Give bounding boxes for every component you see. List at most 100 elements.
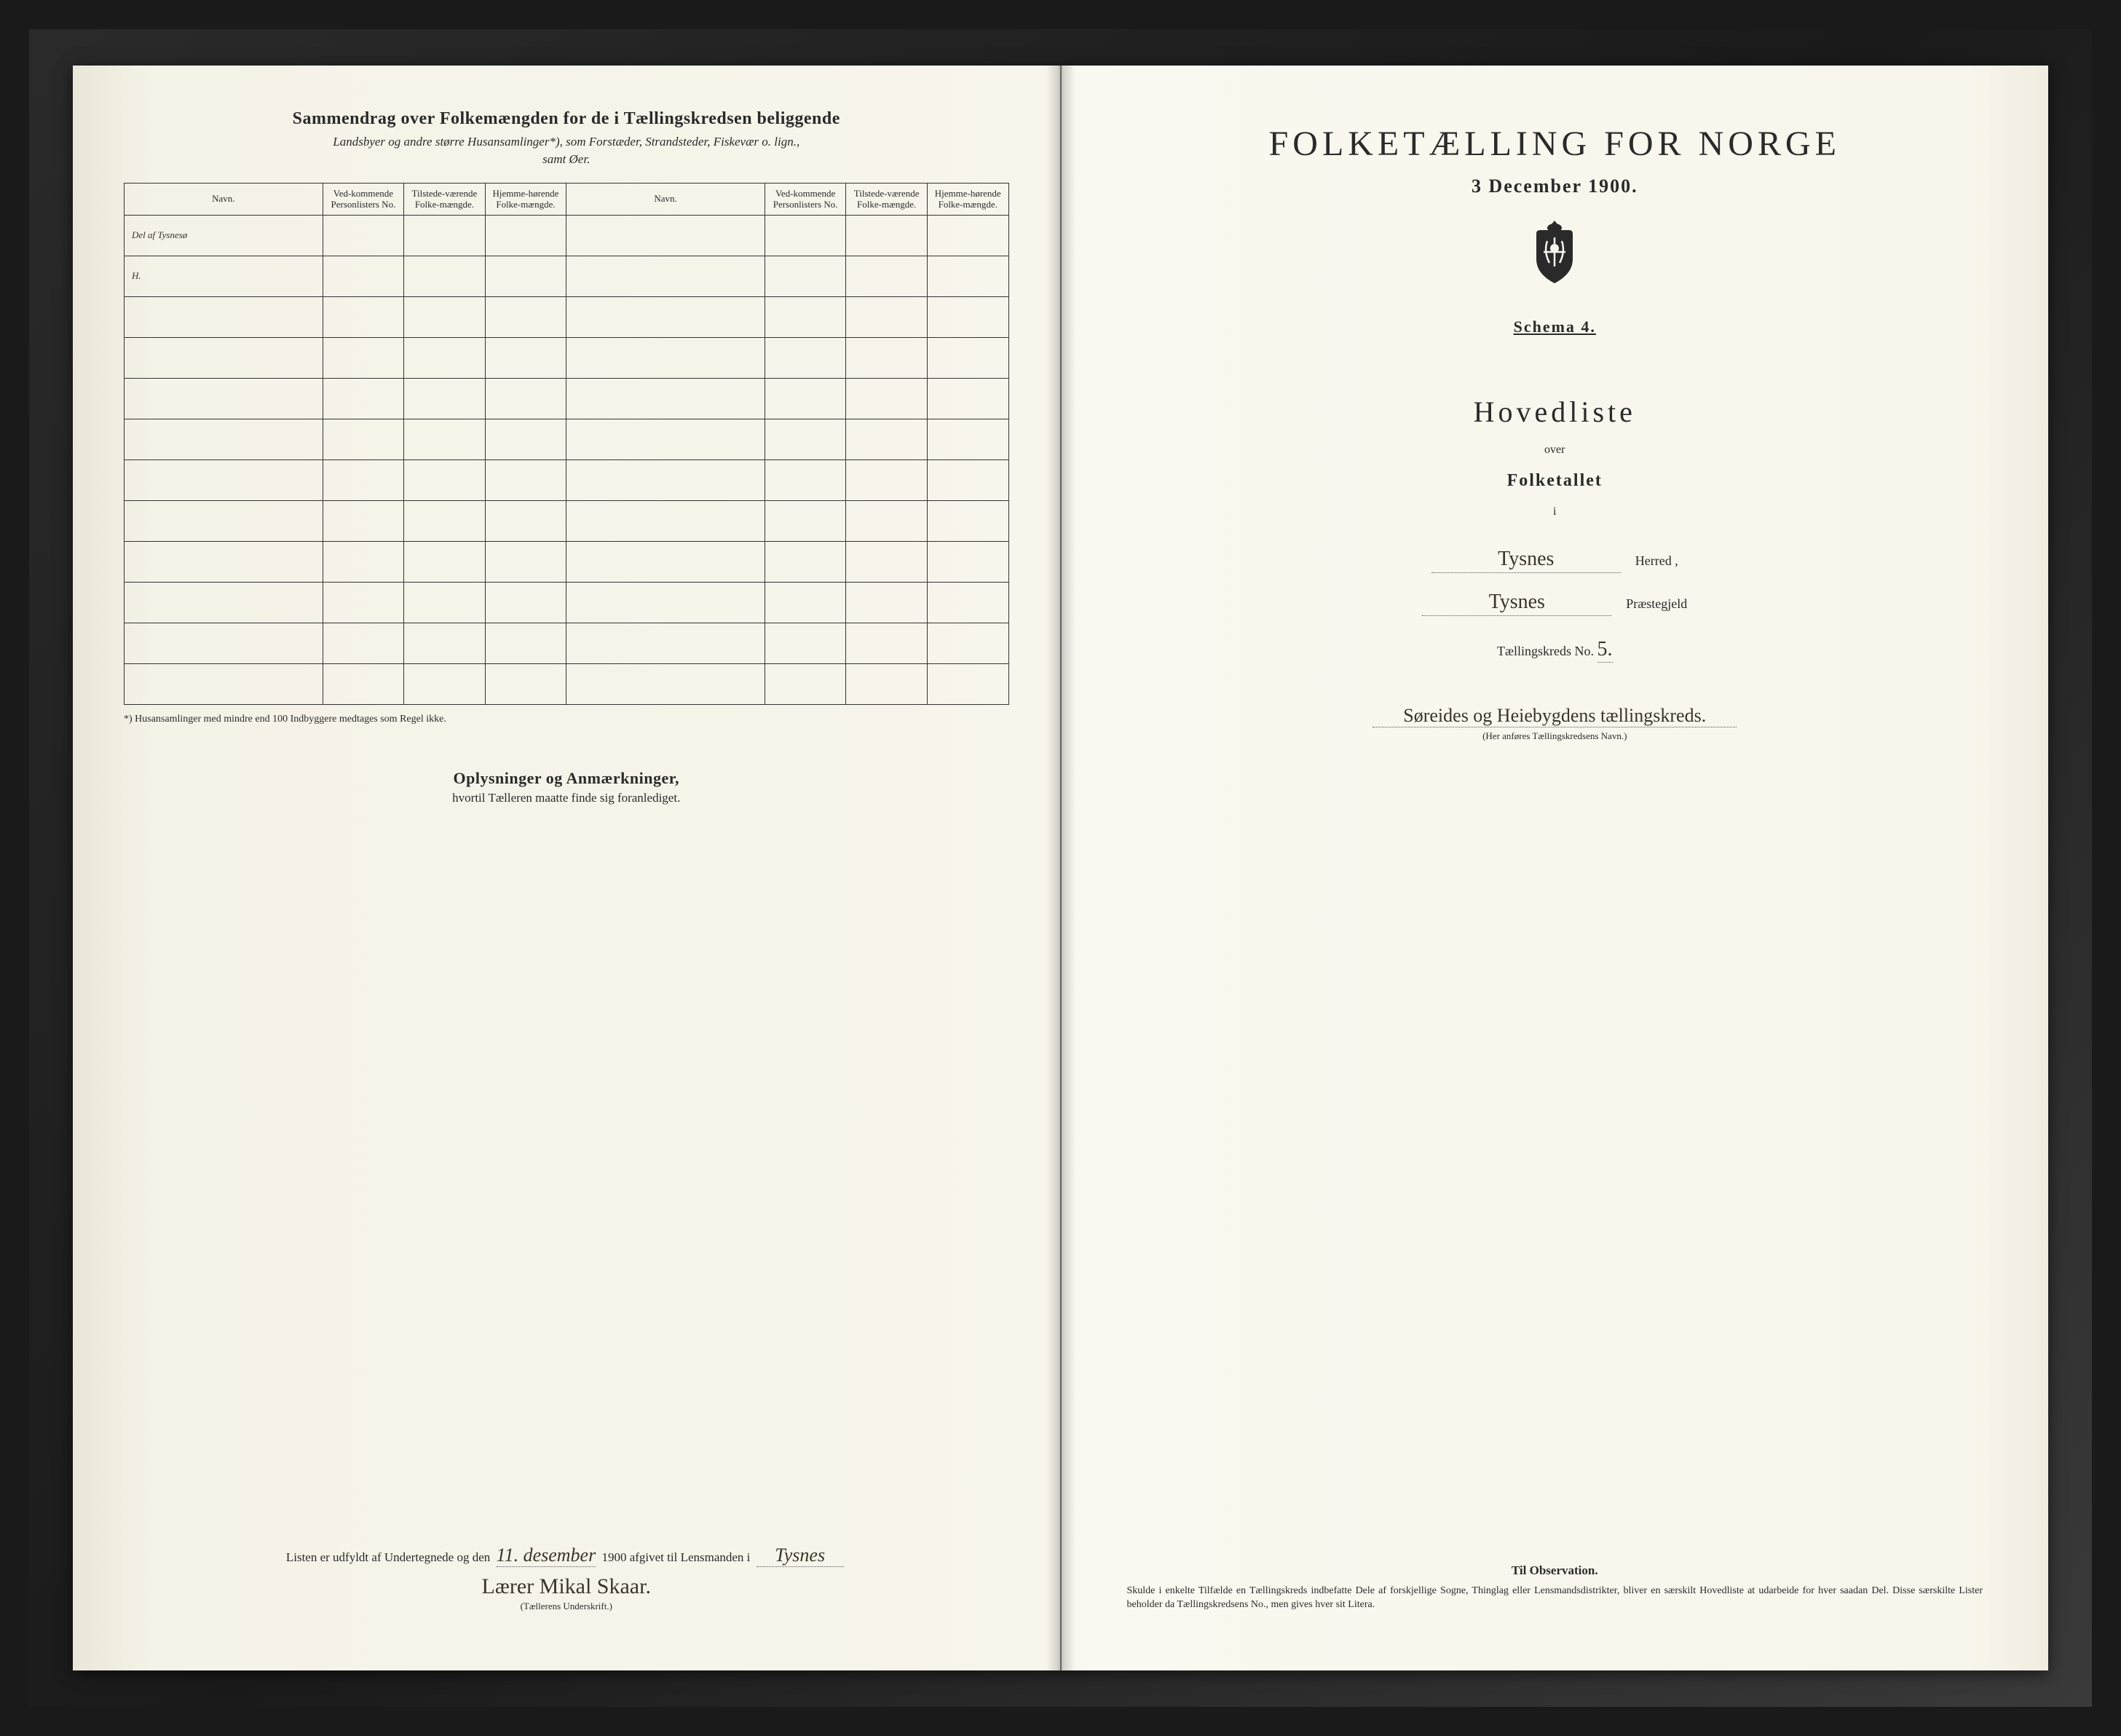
kreds-no-row: Tællingskreds No. 5. bbox=[1113, 638, 1998, 661]
table-cell bbox=[765, 663, 846, 704]
table-cell bbox=[485, 337, 566, 378]
footnote: *) Husansamlinger med mindre end 100 Ind… bbox=[124, 714, 1009, 725]
table-cell bbox=[125, 663, 323, 704]
table-cell bbox=[485, 541, 566, 582]
table-cell bbox=[566, 459, 765, 500]
summary-sub1: Landsbyer og andre større Husansamlinger… bbox=[124, 133, 1009, 151]
table-cell bbox=[765, 623, 846, 663]
book-spread: Sammendrag over Folkemængden for de i Tæ… bbox=[73, 66, 2048, 1670]
table-cell bbox=[485, 459, 566, 500]
table-cell bbox=[125, 459, 323, 500]
table-row bbox=[125, 623, 1009, 663]
summary-title: Sammendrag over Folkemængden for de i Tæ… bbox=[124, 109, 1009, 129]
table-cell bbox=[765, 215, 846, 256]
table-cell bbox=[846, 256, 928, 296]
table-row bbox=[125, 337, 1009, 378]
kreds-label: Tællingskreds No. bbox=[1497, 644, 1594, 658]
table-cell bbox=[125, 378, 323, 419]
table-cell bbox=[927, 663, 1008, 704]
table-cell bbox=[846, 215, 928, 256]
census-date: 3 December 1900. bbox=[1113, 175, 1998, 197]
table-cell bbox=[846, 419, 928, 459]
table-cell bbox=[485, 378, 566, 419]
col-navn-1: Navn. bbox=[125, 183, 323, 215]
scan-frame: Sammendrag over Folkemængden for de i Tæ… bbox=[29, 29, 2092, 1707]
table-cell bbox=[927, 256, 1008, 296]
table-row bbox=[125, 378, 1009, 419]
kreds-name-value: Søreides og Heiebygdens tællingskreds. bbox=[1372, 705, 1737, 727]
table-cell bbox=[566, 215, 765, 256]
table-body: Del af TysnesøH. bbox=[125, 215, 1009, 704]
table-cell: H. bbox=[125, 256, 323, 296]
table-cell bbox=[566, 582, 765, 623]
table-cell bbox=[927, 337, 1008, 378]
table-cell bbox=[566, 500, 765, 541]
observation-block: Til Observation. Skulde i enkelte Tilfæl… bbox=[1127, 1563, 1983, 1612]
table-cell bbox=[485, 623, 566, 663]
remarks-sub: hvortil Tælleren maatte finde sig foranl… bbox=[124, 791, 1009, 805]
sig-name: Lærer Mikal Skaar. bbox=[124, 1574, 1009, 1599]
title-page-content: FOLKETÆLLING FOR NORGE 3 December 1900. … bbox=[1113, 109, 1998, 742]
table-cell bbox=[765, 256, 846, 296]
schema-label: Schema 4. bbox=[1113, 317, 1998, 336]
table-cell bbox=[404, 256, 486, 296]
col-navn-2: Navn. bbox=[566, 183, 765, 215]
table-cell bbox=[323, 296, 404, 337]
table-cell bbox=[765, 296, 846, 337]
sig-place: Tysnes bbox=[757, 1544, 844, 1567]
table-cell bbox=[404, 582, 486, 623]
table-cell bbox=[404, 500, 486, 541]
i-label: i bbox=[1113, 505, 1998, 518]
kreds-no-value: 5. bbox=[1597, 638, 1613, 663]
table-row bbox=[125, 541, 1009, 582]
table-cell bbox=[323, 459, 404, 500]
table-cell bbox=[846, 378, 928, 419]
col-hjem-2: Hjemme-hørende Folke-mængde. bbox=[927, 183, 1008, 215]
table-cell bbox=[846, 663, 928, 704]
table-cell bbox=[125, 500, 323, 541]
table-cell bbox=[765, 419, 846, 459]
table-cell bbox=[846, 459, 928, 500]
hovedliste-heading: Hovedliste bbox=[1113, 395, 1998, 429]
herred-value: Tysnes bbox=[1431, 548, 1621, 573]
table-cell bbox=[765, 541, 846, 582]
table-cell bbox=[566, 419, 765, 459]
prgjeld-label: Præstegjeld bbox=[1626, 596, 1687, 612]
table-cell bbox=[927, 541, 1008, 582]
table-cell bbox=[323, 663, 404, 704]
table-cell bbox=[485, 663, 566, 704]
table-row bbox=[125, 500, 1009, 541]
table-cell bbox=[765, 500, 846, 541]
sig-mid: afgivet til Lensmanden i bbox=[630, 1550, 751, 1564]
table-cell bbox=[846, 623, 928, 663]
table-cell bbox=[566, 541, 765, 582]
table-cell bbox=[927, 296, 1008, 337]
over-label: over bbox=[1113, 443, 1998, 457]
table-cell bbox=[404, 215, 486, 256]
table-cell bbox=[485, 582, 566, 623]
summary-sub1-text: Landsbyer og andre større Husansamlinger… bbox=[333, 135, 799, 149]
table-cell bbox=[566, 378, 765, 419]
table-cell bbox=[927, 623, 1008, 663]
table-cell bbox=[404, 378, 486, 419]
summary-table: Navn. Ved-kommende Personlisters No. Til… bbox=[124, 183, 1009, 705]
table-cell bbox=[125, 296, 323, 337]
table-cell bbox=[404, 419, 486, 459]
table-row bbox=[125, 419, 1009, 459]
table-cell bbox=[485, 419, 566, 459]
table-cell bbox=[323, 378, 404, 419]
prgjeld-row: Tysnes Præstegjeld bbox=[1113, 591, 1998, 616]
table-cell bbox=[846, 582, 928, 623]
table-cell bbox=[404, 663, 486, 704]
table-row bbox=[125, 582, 1009, 623]
table-cell bbox=[404, 459, 486, 500]
sig-date: 11. desember bbox=[497, 1544, 596, 1567]
table-cell bbox=[323, 541, 404, 582]
sig-year: 1900 bbox=[601, 1550, 626, 1564]
coat-of-arms-icon bbox=[1529, 219, 1580, 285]
col-pers-2: Ved-kommende Personlisters No. bbox=[765, 183, 846, 215]
table-cell bbox=[846, 541, 928, 582]
signature-block: Listen er udfyldt af Undertegnede og den… bbox=[124, 1544, 1009, 1612]
prgjeld-value: Tysnes bbox=[1422, 591, 1611, 616]
table-row bbox=[125, 296, 1009, 337]
